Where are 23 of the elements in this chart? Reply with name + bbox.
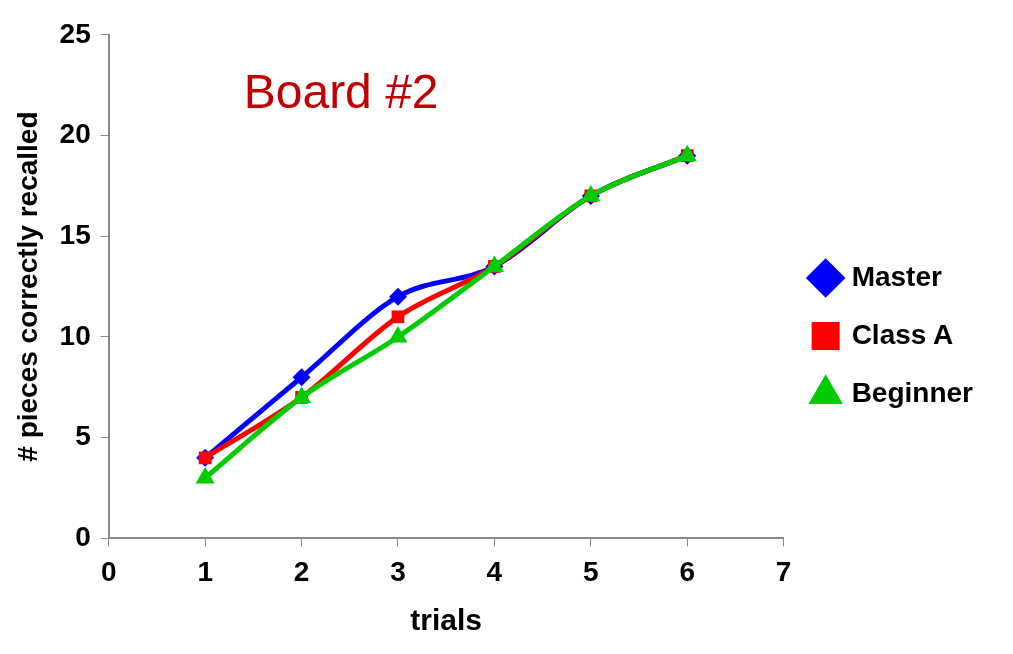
x-axis-title: trials bbox=[410, 603, 483, 637]
y-tick-label: 5 bbox=[75, 420, 91, 452]
y-tick-label: 10 bbox=[59, 319, 91, 351]
legend-label: Class A bbox=[851, 318, 954, 350]
point bbox=[391, 310, 405, 324]
x-tick-label: 4 bbox=[486, 555, 503, 587]
y-tick-label: 25 bbox=[59, 17, 91, 49]
y-tick-label: 0 bbox=[75, 521, 91, 553]
legend-label: Beginner bbox=[851, 376, 974, 408]
legend-label: Master bbox=[851, 260, 943, 292]
x-tick-label: 6 bbox=[679, 555, 696, 587]
x-tick-label: 3 bbox=[390, 555, 406, 587]
y-tick-label: 15 bbox=[59, 218, 91, 250]
point bbox=[292, 368, 311, 387]
x-tick-label: 5 bbox=[583, 555, 599, 587]
text: Board #2 bbox=[243, 65, 439, 119]
y-tick-label: 20 bbox=[59, 118, 91, 150]
y-axis-title: # pieces correctly recalled bbox=[11, 111, 43, 462]
x-tick-label: 0 bbox=[100, 555, 117, 587]
point bbox=[388, 287, 407, 306]
x-tick-label: 1 bbox=[197, 555, 213, 587]
x-tick-label: 7 bbox=[775, 555, 792, 587]
x-tick-label: 2 bbox=[293, 555, 310, 587]
